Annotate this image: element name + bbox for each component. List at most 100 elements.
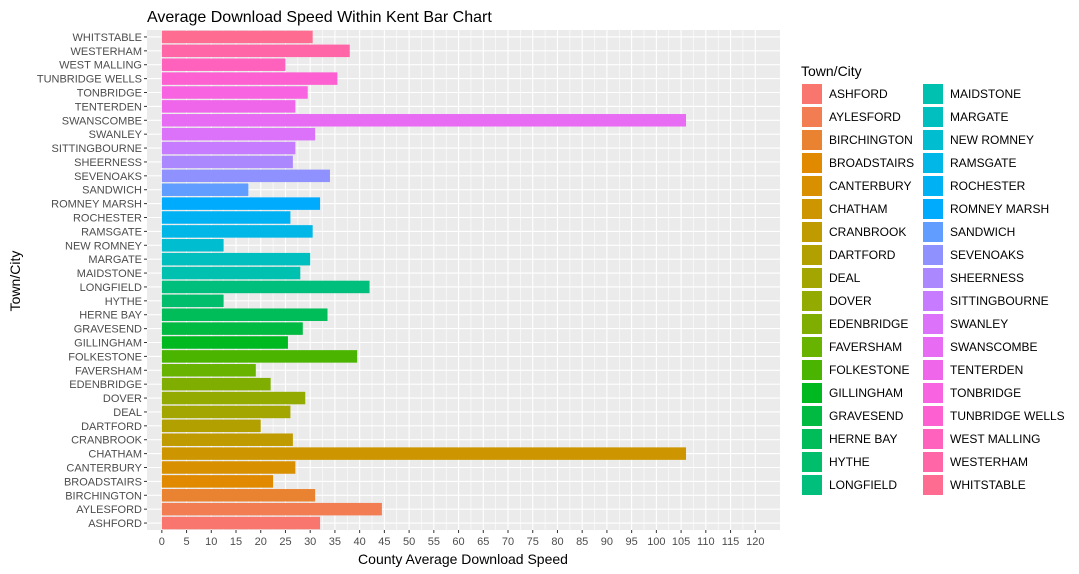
bar-sittingbourne xyxy=(161,141,296,155)
y-tick-label: ROCHESTER xyxy=(73,213,142,225)
legend-key xyxy=(923,383,943,403)
x-tick-labels: 0 5 10 15 20 25 30 35 40 45 50 55 60 65 70 75 80 85 90 95 10… xyxy=(159,530,764,548)
y-tick-label: CANTERBURY xyxy=(66,463,142,475)
legend-label: NEW ROMNEY xyxy=(950,133,1034,147)
x-tick-label: 45 xyxy=(378,536,390,548)
legend-label: FOLKESTONE xyxy=(829,363,909,377)
bar-sheerness xyxy=(161,155,293,169)
y-tick-label: BIRCHINGTON xyxy=(65,490,142,502)
y-tick-label: BROADSTAIRS xyxy=(64,476,142,488)
legend-key xyxy=(802,107,822,127)
x-tick-label: 70 xyxy=(502,536,514,548)
legend-key xyxy=(923,222,943,242)
x-tick-label: 50 xyxy=(403,536,415,548)
y-tick-label: SHEERNESS xyxy=(74,157,142,169)
legend-key xyxy=(802,268,822,288)
y-tick-label: RAMSGATE xyxy=(81,226,142,238)
bar-tenterden xyxy=(161,100,296,113)
legend-label: EDENBRIDGE xyxy=(829,317,908,331)
legend-key xyxy=(923,429,943,449)
legend-label: BIRCHINGTON xyxy=(829,133,913,147)
plot-panel xyxy=(147,30,780,530)
y-tick-label: LONGFIELD xyxy=(80,282,142,294)
bar-swanley xyxy=(161,127,316,141)
legend-label: SANDWICH xyxy=(950,225,1015,239)
y-tick-label: ROMNEY MARSH xyxy=(51,199,142,211)
x-tick-label: 15 xyxy=(230,536,242,548)
x-tick-label: 110 xyxy=(697,536,715,548)
y-tick-label: DEAL xyxy=(113,407,142,419)
legend-key xyxy=(923,176,943,196)
x-tick-label: 30 xyxy=(304,536,316,548)
y-tick-label: MARGATE xyxy=(88,254,142,266)
x-tick-label: 90 xyxy=(601,536,613,548)
legend-label: WHITSTABLE xyxy=(950,478,1026,492)
y-tick-label: CHATHAM xyxy=(88,449,142,461)
legend-label: CHATHAM xyxy=(829,202,887,216)
y-tick-label: SANDWICH xyxy=(82,185,142,197)
x-tick-label: 40 xyxy=(354,536,366,548)
bar-gravesend xyxy=(161,322,303,335)
x-tick-label: 115 xyxy=(722,536,740,548)
bar-rochester xyxy=(161,211,291,224)
bar-deal xyxy=(161,405,291,419)
bar-longfield xyxy=(161,280,370,294)
bar-ramsgate xyxy=(161,225,313,238)
legend-key xyxy=(802,429,822,449)
y-tick-label: ASHFORD xyxy=(88,518,142,530)
legend-label: WEST MALLING xyxy=(950,432,1040,446)
bar-chatham xyxy=(161,447,687,460)
y-tick-label: HERNE BAY xyxy=(79,310,142,322)
bar-faversham xyxy=(161,364,256,377)
x-tick-label: 35 xyxy=(329,536,341,548)
y-tick-label: NEW ROMNEY xyxy=(65,240,143,252)
bar-broadstairs xyxy=(161,475,274,488)
legend-key xyxy=(923,475,943,495)
legend-label: HYTHE xyxy=(829,455,870,469)
x-tick-label: 75 xyxy=(527,536,539,548)
legend-label: DARTFORD xyxy=(829,248,896,262)
y-tick-label: SEVENOAKS xyxy=(74,171,142,183)
x-tick-label: 85 xyxy=(576,536,588,548)
legend-key xyxy=(802,383,822,403)
bar-dover xyxy=(161,391,306,405)
x-tick-label: 100 xyxy=(647,536,665,548)
legend-key xyxy=(802,176,822,196)
legend-label: HERNE BAY xyxy=(829,432,897,446)
legend-label: GILLINGHAM xyxy=(829,386,903,400)
bar-sevenoaks xyxy=(161,169,330,183)
bar-maidstone xyxy=(161,266,301,280)
y-tick-label: HYTHE xyxy=(105,296,142,308)
legend-label: DEAL xyxy=(829,271,861,285)
legend-label: CRANBROOK xyxy=(829,225,906,239)
x-tick-label: 105 xyxy=(672,536,690,548)
legend-key xyxy=(802,475,822,495)
x-tick-label: 60 xyxy=(452,536,464,548)
y-tick-label: DARTFORD xyxy=(81,421,142,433)
legend-key xyxy=(923,360,943,380)
bar-westerham xyxy=(161,44,350,58)
bar-birchington xyxy=(161,489,316,502)
y-tick-label: WESTERHAM xyxy=(71,46,143,58)
legend-key xyxy=(802,314,822,334)
legend-label: ASHFORD xyxy=(829,87,888,101)
legend-key xyxy=(802,452,822,472)
bar-west-malling xyxy=(161,58,286,71)
x-tick-label: 65 xyxy=(477,536,489,548)
bar-tunbridge-wells xyxy=(161,72,338,85)
bar-margate xyxy=(161,252,311,266)
legend-key xyxy=(923,406,943,426)
legend-key xyxy=(923,245,943,265)
legend-key xyxy=(802,406,822,426)
x-tick-label: 55 xyxy=(428,536,440,548)
legend-key xyxy=(923,268,943,288)
bar-sandwich xyxy=(161,183,249,196)
legend-label: SEVENOAKS xyxy=(950,248,1024,262)
legend-label: LONGFIELD xyxy=(829,478,897,492)
y-tick-label: SWANSCOMBE xyxy=(62,115,142,127)
bar-ashford xyxy=(161,516,321,530)
y-tick-label: WHITSTABLE xyxy=(73,32,142,44)
legend-label: WESTERHAM xyxy=(950,455,1028,469)
legend-key xyxy=(802,84,822,104)
